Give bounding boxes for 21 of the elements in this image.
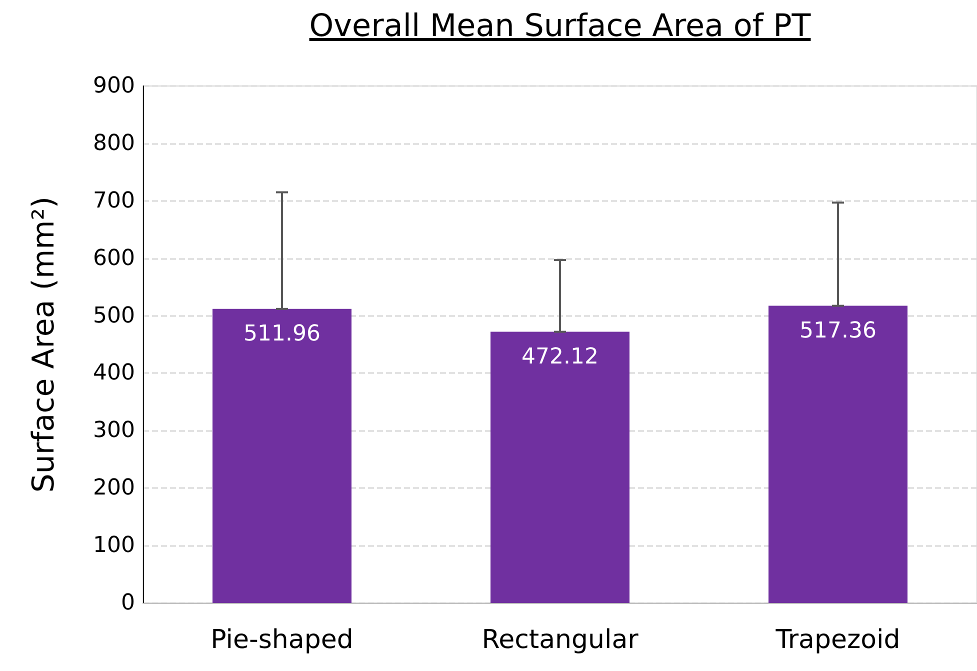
bar: [490, 332, 630, 603]
x-tick-label: Pie-shaped: [210, 625, 354, 655]
y-tick-label: 100: [93, 533, 135, 558]
y-tick-label: 800: [93, 130, 135, 156]
bar: [212, 308, 352, 603]
y-tick-label: 400: [93, 360, 135, 386]
data-label: 472.12: [522, 344, 598, 370]
y-tick-label: 900: [93, 74, 135, 98]
y-axis-title: Surface Area (mm²): [26, 196, 62, 493]
x-tick-label: Trapezoid: [774, 625, 900, 655]
y-tick-label: 300: [93, 418, 135, 444]
y-tick-label: 700: [93, 188, 135, 214]
x-tick-label: Rectangular: [482, 625, 639, 655]
bar: [768, 306, 908, 603]
y-tick-label: 500: [93, 303, 135, 328]
y-tick-label: 600: [93, 246, 135, 271]
data-label: 511.96: [244, 321, 320, 346]
data-label: 517.36: [800, 318, 876, 344]
chart-title: Overall Mean Surface Area of PT: [308, 8, 812, 44]
y-tick-label: 0: [121, 590, 135, 616]
y-tick-label: 200: [93, 476, 135, 501]
